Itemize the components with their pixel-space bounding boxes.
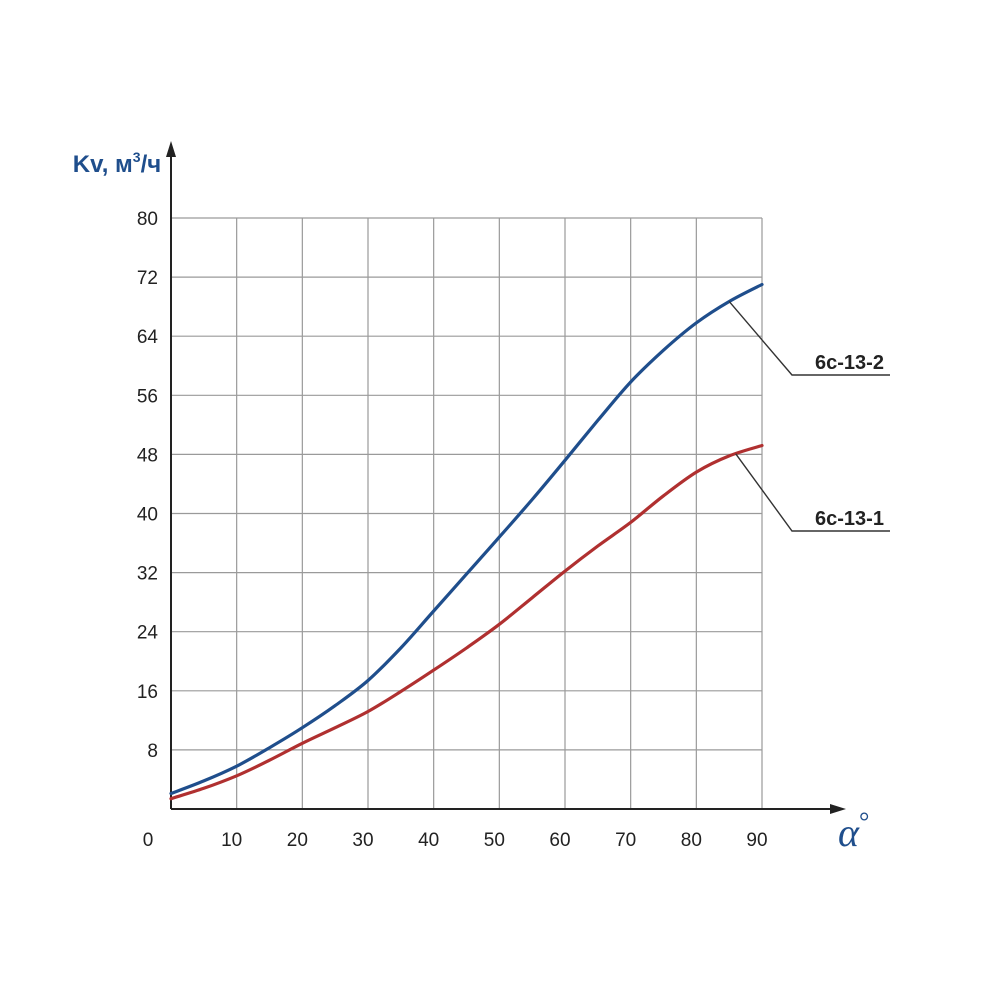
- x-tick-label-80: 80: [681, 830, 702, 851]
- series-lines: [169, 282, 764, 801]
- callout-leader-1: [735, 453, 890, 532]
- x-axis-label: α°: [838, 807, 869, 855]
- series-line-0: [169, 282, 764, 796]
- y-tick-label-32: 32: [137, 564, 158, 585]
- x-axis-arrow: [830, 804, 846, 814]
- y-axis-arrow: [166, 141, 176, 157]
- tick-labels: 10 20 30 40 50 60 70 80 90 8 16 24 32 40 48 56 64 72 80: [137, 209, 768, 851]
- series-line-1: [169, 443, 764, 801]
- grid: [171, 217, 763, 809]
- x-tick-label-10: 10: [221, 830, 242, 851]
- callout-leader-0: [728, 301, 890, 376]
- x-tick-label-40: 40: [418, 830, 439, 851]
- y-tick-label-16: 16: [137, 682, 158, 703]
- x-tick-label-90: 90: [746, 830, 767, 851]
- y-tick-label-40: 40: [137, 505, 158, 526]
- x-tick-label-50: 50: [484, 830, 505, 851]
- series-callouts: 6с-13-2 6с-13-1: [728, 301, 890, 532]
- origin-label: 0: [143, 830, 154, 851]
- x-tick-label-70: 70: [615, 830, 636, 851]
- series-label-0: 6с-13-2: [815, 352, 884, 374]
- x-tick-label-30: 30: [352, 830, 373, 851]
- axes: [166, 141, 846, 814]
- series-label-1: 6с-13-1: [815, 508, 884, 530]
- x-tick-label-20: 20: [287, 830, 308, 851]
- y-tick-label-72: 72: [137, 268, 158, 289]
- y-tick-label-24: 24: [137, 623, 159, 644]
- y-tick-label-80: 80: [137, 209, 158, 230]
- y-tick-label-8: 8: [147, 741, 158, 762]
- y-tick-label-56: 56: [137, 386, 158, 407]
- x-tick-label-60: 60: [549, 830, 570, 851]
- y-axis-label: Kv, м3/ч: [73, 149, 161, 178]
- y-tick-label-48: 48: [137, 445, 158, 466]
- y-tick-label-64: 64: [137, 327, 159, 348]
